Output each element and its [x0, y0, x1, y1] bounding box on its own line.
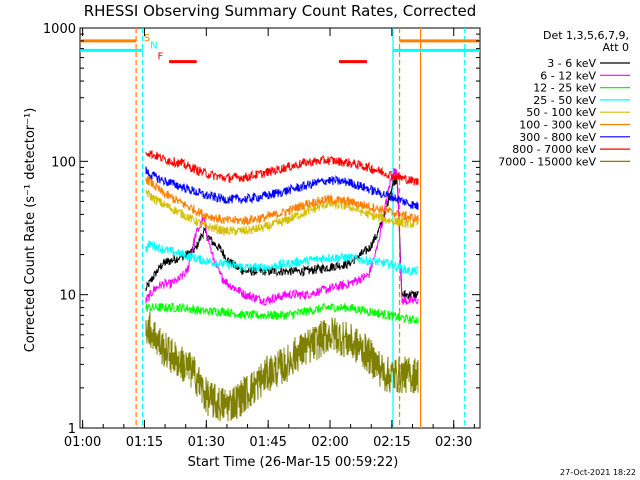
- legend-label-5: 100 - 300 keV: [519, 119, 596, 132]
- flag-bars: [80, 39, 480, 64]
- legend-label-0: 3 - 6 keV: [547, 57, 596, 70]
- legend-label-8: 7000 - 15000 keV: [498, 155, 596, 168]
- legend-label-7: 800 - 7000 keV: [512, 143, 596, 156]
- series-line-4: [145, 189, 419, 236]
- series-group: [145, 150, 419, 422]
- y-tick-label-0: 1: [68, 422, 76, 437]
- y-axis-label: Corrected Count Rate (s⁻¹ detector⁻¹): [23, 108, 38, 353]
- legend-header-1: Att 0: [603, 41, 629, 54]
- x-tick-label-1: 01:15: [126, 435, 163, 450]
- legend-label-6: 300 - 800 keV: [519, 131, 596, 144]
- series-line-7: [145, 150, 419, 186]
- x-tick-label-5: 02:15: [373, 435, 410, 450]
- timestamp: 27-Oct-2021 18:22: [560, 468, 636, 477]
- flag-marker-n: N: [150, 41, 157, 52]
- series-line-3: [145, 240, 419, 277]
- y-axis-ticks: 1 10 100 1000: [43, 22, 480, 437]
- chart-title: RHESSI Observing Summary Count Rates, Co…: [84, 2, 477, 20]
- series-line-5: [145, 175, 419, 226]
- legend-label-1: 6 - 12 keV: [540, 69, 596, 82]
- x-axis-label: Start Time (26-Mar-15 00:59:22): [188, 455, 399, 470]
- y-tick-label-1: 10: [59, 289, 76, 304]
- x-tick-label-2: 01:30: [188, 435, 225, 450]
- x-tick-label-0: 01:00: [64, 435, 101, 450]
- flag-vertical-lines: [135, 28, 466, 428]
- series-line-8: [145, 311, 419, 422]
- legend-header-0: Det 1,3,5,6,7,9,: [543, 29, 629, 42]
- legend-label-3: 25 - 50 keV: [533, 94, 596, 107]
- y-tick-label-2: 100: [51, 155, 76, 170]
- series-line-6: [145, 166, 419, 210]
- series-line-2: [145, 302, 419, 324]
- x-tick-label-4: 02:00: [311, 435, 348, 450]
- flag-marker-s: S: [144, 33, 150, 44]
- flag-markers: SNF: [144, 33, 164, 63]
- x-tick-label-6: 02:30: [435, 435, 472, 450]
- x-tick-label-3: 01:45: [249, 435, 286, 450]
- x-axis-ticks: 01:00 01:15 01:30 01:45 02:00 02:15 02:30: [64, 28, 475, 450]
- legend-label-2: 12 - 25 keV: [533, 82, 596, 95]
- legend-label-4: 50 - 100 keV: [526, 106, 596, 119]
- flag-marker-f: F: [158, 52, 164, 63]
- plot-frame: [79, 27, 481, 429]
- y-tick-label-3: 1000: [43, 22, 76, 37]
